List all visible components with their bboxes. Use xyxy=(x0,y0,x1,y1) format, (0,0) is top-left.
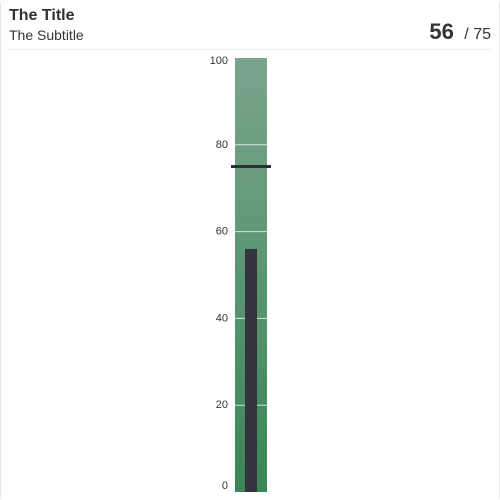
y-tick-label-40: 40 xyxy=(216,312,228,324)
value-bar xyxy=(245,248,257,492)
chart-subtitle: The Subtitle xyxy=(9,27,84,43)
chart-header: The Title The Subtitle 56 / 75 xyxy=(9,0,491,50)
value-bar-layer xyxy=(245,248,257,492)
kpi-readout: 56 / 75 xyxy=(429,19,491,48)
kpi-target: 75 xyxy=(473,26,491,43)
y-tick-label-0: 0 xyxy=(222,480,228,492)
y-tick-label-20: 20 xyxy=(216,399,228,411)
y-tick-label-80: 80 xyxy=(216,139,228,151)
y-tick-label-60: 60 xyxy=(216,226,228,238)
target-marker xyxy=(231,165,271,168)
y-axis: 0 20 40 60 80 100 xyxy=(210,55,228,492)
kpi-value: 56 xyxy=(429,19,454,44)
kpi-separator: / xyxy=(464,26,469,43)
y-tick-label-100: 100 xyxy=(210,55,228,67)
chart-title: The Title xyxy=(9,7,75,24)
target-layer xyxy=(231,165,271,168)
